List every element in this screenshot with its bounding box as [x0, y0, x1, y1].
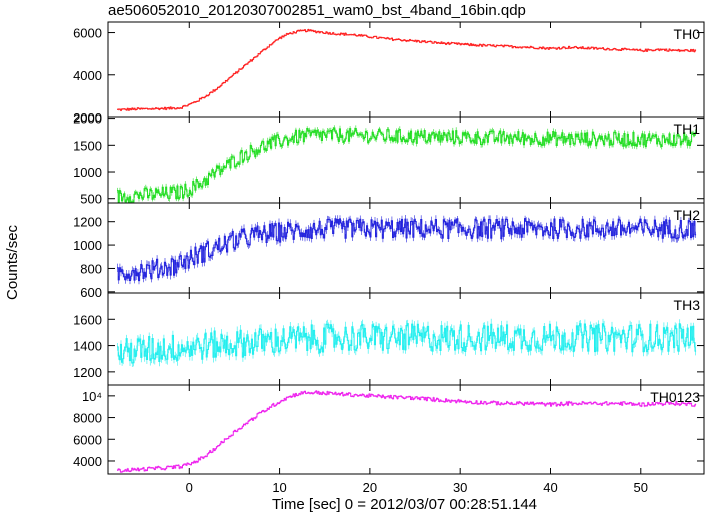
x-tick-label: 20 — [363, 480, 377, 495]
panel-label-th1: TH1 — [674, 121, 701, 137]
chart-title: ae506052010_20120307002851_wam0_bst_4ban… — [108, 2, 526, 19]
y-tick-label: 8000 — [73, 411, 102, 426]
y-tick-label: 6000 — [73, 26, 102, 41]
series-th0123-error-bars — [117, 390, 696, 473]
y-tick-label: 6000 — [73, 432, 102, 447]
y-tick-label: 1000 — [73, 238, 102, 253]
y-tick-label: 4000 — [73, 454, 102, 469]
panel-frame-th2 — [107, 202, 705, 294]
x-axis-label: Time [sec] 0 = 2012/03/07 00:28:51.144 — [271, 496, 538, 513]
panel-frame-th0123 — [107, 384, 705, 475]
x-tick-label: 40 — [543, 480, 557, 495]
y-tick-label: 4000 — [73, 68, 102, 83]
y-tick-label: 1200 — [73, 215, 102, 230]
panel-label-th0123: TH0123 — [650, 389, 700, 405]
y-tick-label: 1600 — [73, 312, 102, 327]
y-tick-label: 500 — [80, 192, 102, 207]
y-axis-label: Counts/sec — [4, 224, 21, 300]
y-tick-label: 2000 — [73, 110, 102, 125]
y-tick-label: 1400 — [73, 339, 102, 354]
series-th1-line — [117, 127, 697, 204]
x-tick-label: 50 — [634, 480, 648, 495]
panel-label-th2: TH2 — [674, 207, 701, 223]
series-th3-line — [117, 323, 697, 364]
series-th0123-line — [117, 390, 697, 473]
y-tick-label: 10⁴ — [82, 389, 102, 404]
x-tick-label: 10 — [272, 480, 286, 495]
x-tick-label: 30 — [453, 480, 467, 495]
panel-label-th3: TH3 — [674, 297, 701, 313]
y-tick-label: 800 — [80, 261, 102, 276]
y-tick-label: 1000 — [73, 165, 102, 180]
y-tick-label: 2000 — [73, 112, 102, 127]
y-tick-label: 1500 — [73, 138, 102, 153]
y-tick-label: 1200 — [73, 365, 102, 380]
y-tick-label: 600 — [80, 285, 102, 300]
panel-label-th0: TH0 — [674, 26, 701, 42]
series-th2-line — [117, 218, 697, 282]
panel-frame-th0 — [107, 21, 705, 118]
series-th0-line — [117, 29, 697, 111]
x-tick-label: 0 — [186, 480, 193, 495]
